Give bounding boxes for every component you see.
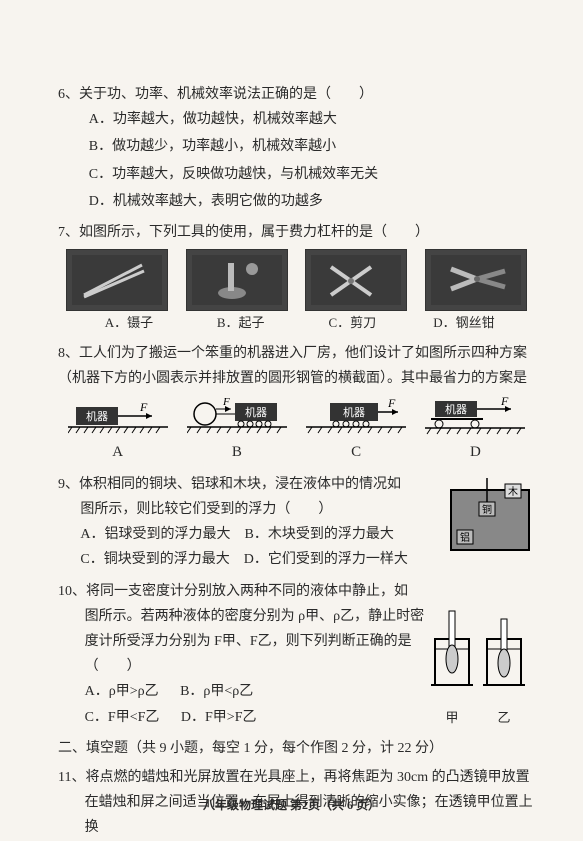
q10-num: 10、 bbox=[58, 584, 86, 599]
q11-line1: 将点燃的蜡烛和光屏放置在光具座上，再将焦距为 30cm 的凸透镜甲放置 bbox=[85, 770, 529, 785]
q8-letter-d: D bbox=[425, 439, 525, 466]
q10-stem3: 度计所受浮力分别为 F甲、F乙，则下列判断正确的是 bbox=[58, 629, 425, 654]
q9-stem2: 图所示，则比较它们受到的浮力（ ） bbox=[58, 497, 439, 522]
q10-opts-row2: C．F甲<F乙 D．F甲>F乙 bbox=[58, 705, 425, 730]
q9-text: 9、体积相同的铜块、铝球和木块，浸在液体中的情况如 图所示，则比较它们受到的浮力… bbox=[58, 472, 439, 573]
svg-text:铝: 铝 bbox=[460, 532, 470, 544]
q8-stem: 8、工人们为了搬运一个笨重的机器进入厂房，他们设计了如图所示四种方案（机器下方的… bbox=[58, 341, 535, 391]
q8-scheme-d: 机器 F D bbox=[425, 397, 525, 466]
q6-options: A．功率越大，做功越快，机械效率越大 B．做功越少，功率越小，机械效率越小 C．… bbox=[58, 107, 535, 214]
q7-label-b: B．起子 bbox=[190, 311, 292, 334]
q9-num: 9、 bbox=[58, 477, 79, 492]
q7-img-c bbox=[305, 249, 407, 311]
q7-images bbox=[58, 245, 535, 311]
q7-stem: 7、如图所示，下列工具的使用，属于费力杠杆的是（ ） bbox=[58, 220, 535, 245]
svg-text:F: F bbox=[387, 397, 396, 410]
question-8: 8、工人们为了搬运一个笨重的机器进入厂房，他们设计了如图所示四种方案（机器下方的… bbox=[58, 341, 535, 466]
q7-img-d bbox=[425, 249, 527, 311]
svg-text:铜: 铜 bbox=[482, 504, 492, 516]
q9-opts-row1: A．铝球受到的浮力最大 B．木块受到的浮力最大 bbox=[58, 522, 439, 547]
q9-opt-c: C．铜块受到的浮力最大 bbox=[80, 552, 229, 567]
svg-text:木: 木 bbox=[508, 486, 518, 498]
q6-num: 6、 bbox=[58, 87, 79, 102]
q6-opt-a: A．功率越大，做功越快，机械效率越大 bbox=[89, 107, 535, 132]
svg-text:F: F bbox=[222, 397, 230, 408]
q10-stem4: （ ） bbox=[58, 654, 425, 679]
q9-opts-row2: C．铜块受到的浮力最大 D．它们受到的浮力一样大 bbox=[58, 547, 439, 572]
q9-figure: 铜 铝 木 bbox=[439, 472, 535, 573]
q6-opt-c: C．功率越大，反映做功越快，与机械效率无关 bbox=[89, 162, 535, 187]
q7-img-a bbox=[66, 249, 168, 311]
section-2-header: 二、填空题（共 9 小题，每空 1 分，每个作图 2 分，计 22 分） bbox=[58, 736, 535, 761]
question-6: 6、关于功、功率、机械效率说法正确的是（ ） A．功率越大，做功越快，机械效率越… bbox=[58, 82, 535, 214]
q7-label-d: D．钢丝钳 bbox=[413, 311, 515, 334]
q7-stem-text: 如图所示，下列工具的使用，属于费力杠杆的是（ ） bbox=[79, 225, 429, 240]
q8-stem-text: 工人们为了搬运一个笨重的机器进入厂房，他们设计了如图所示四种方案（机器下方的小圆… bbox=[58, 346, 527, 386]
q7-labels: A．镊子 B．起子 C．剪刀 D．钢丝钳 bbox=[58, 311, 535, 334]
q7-num: 7、 bbox=[58, 225, 79, 240]
q10-opt-b: B．ρ甲<ρ乙 bbox=[180, 679, 253, 704]
q10-opt-d: D．F甲>F乙 bbox=[181, 705, 257, 730]
page-footer: 八年级物理试题 第2页（共 6 页） bbox=[0, 795, 583, 817]
q10-label-jia: 甲 bbox=[429, 706, 475, 729]
q9-stem1: 体积相同的铜块、铝球和木块，浸在液体中的情况如 bbox=[79, 477, 401, 492]
q9-opt-d: D．它们受到的浮力一样大 bbox=[244, 552, 408, 567]
q6-opt-d: D．机械效率越大，表明它做的功越多 bbox=[89, 189, 535, 214]
q10-label-yi: 乙 bbox=[481, 706, 527, 729]
q9-opt-b: B．木块受到的浮力最大 bbox=[245, 527, 394, 542]
q6-opt-b: B．做功越少，功率越小，机械效率越小 bbox=[89, 134, 535, 159]
q6-stem-text: 关于功、功率、机械效率说法正确的是（ ） bbox=[79, 87, 373, 102]
q7-img-b bbox=[186, 249, 288, 311]
q8-schemes: 机器 F A F 机器 B 机器 bbox=[58, 397, 535, 466]
svg-text:机器: 机器 bbox=[343, 405, 365, 419]
q10-figure: 甲 乙 bbox=[425, 579, 535, 730]
q10-stem1: 将同一支密度计分别放入两种不同的液体中静止，如 bbox=[86, 584, 408, 599]
question-10: 10、将同一支密度计分别放入两种不同的液体中静止，如 图所示。若两种液体的密度分… bbox=[58, 579, 535, 730]
svg-text:机器: 机器 bbox=[445, 402, 467, 416]
svg-text:F: F bbox=[500, 397, 509, 408]
q10-opt-a: A．ρ甲>ρ乙 bbox=[85, 679, 159, 704]
svg-text:机器: 机器 bbox=[86, 409, 108, 423]
q6-stem: 6、关于功、功率、机械效率说法正确的是（ ） bbox=[58, 82, 535, 107]
q8-scheme-b: F 机器 B bbox=[187, 397, 287, 466]
q10-fig-jia: 甲 bbox=[429, 605, 475, 730]
svg-text:机器: 机器 bbox=[245, 405, 267, 419]
q7-label-a: A．镊子 bbox=[78, 311, 180, 334]
q9-opt-a: A．铝球受到的浮力最大 bbox=[80, 527, 230, 542]
svg-text:F: F bbox=[139, 400, 148, 414]
q10-fig-yi: 乙 bbox=[481, 605, 527, 730]
q8-letter-a: A bbox=[68, 439, 168, 466]
q8-letter-b: B bbox=[187, 439, 287, 466]
q8-letter-c: C bbox=[306, 439, 406, 466]
q10-opt-c: C．F甲<F乙 bbox=[85, 705, 160, 730]
question-7: 7、如图所示，下列工具的使用，属于费力杠杆的是（ ） A．镊子 B．起子 C．剪… bbox=[58, 220, 535, 335]
q10-text: 10、将同一支密度计分别放入两种不同的液体中静止，如 图所示。若两种液体的密度分… bbox=[58, 579, 425, 730]
q7-label-c: C．剪刀 bbox=[301, 311, 403, 334]
q11-num: 11、 bbox=[58, 770, 85, 785]
q10-opts-row1: A．ρ甲>ρ乙 B．ρ甲<ρ乙 bbox=[58, 679, 425, 704]
q8-scheme-a: 机器 F A bbox=[68, 397, 168, 466]
q8-num: 8、 bbox=[58, 346, 79, 361]
question-9: 9、体积相同的铜块、铝球和木块，浸在液体中的情况如 图所示，则比较它们受到的浮力… bbox=[58, 472, 535, 573]
q8-scheme-c: 机器 F C bbox=[306, 397, 406, 466]
q10-stem2: 图所示。若两种液体的密度分别为 ρ甲、ρ乙，静止时密 bbox=[58, 604, 425, 629]
